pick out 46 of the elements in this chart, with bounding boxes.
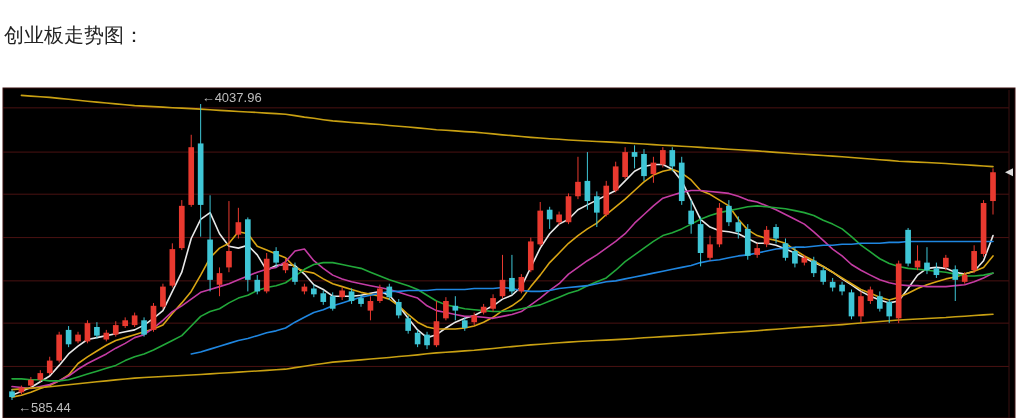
candlestick [443, 296, 449, 321]
candlestick [782, 238, 789, 262]
candlestick [773, 223, 779, 244]
candlestick [329, 291, 336, 312]
candlestick [924, 246, 930, 275]
candlestick [377, 284, 383, 304]
candlestick [141, 316, 147, 338]
candlestick [216, 266, 223, 297]
candlestick [952, 264, 959, 302]
candlestick [688, 199, 694, 235]
candlestick [669, 146, 676, 172]
candlestick [75, 331, 81, 344]
candlestick [452, 295, 459, 321]
candlestick [46, 356, 53, 376]
candlestick [735, 215, 742, 240]
candlestick [575, 156, 581, 200]
candlestick [792, 246, 798, 268]
candlestick [660, 146, 666, 168]
candlestick [726, 199, 732, 227]
candlestick [810, 256, 817, 278]
candlestick [160, 283, 166, 310]
candlestick [9, 388, 15, 401]
candlestick [292, 262, 298, 286]
candlestick [631, 144, 638, 169]
candlestick [226, 200, 232, 273]
candlestick [358, 293, 364, 308]
candlestick [395, 298, 402, 319]
candlestick [254, 274, 261, 295]
candlestick [235, 207, 242, 240]
chart-title: 创业板走势图： [4, 23, 144, 47]
candlestick [971, 244, 977, 274]
candlestick [886, 298, 893, 324]
annotation: ←4037.96 [201, 90, 262, 105]
candlestick [28, 376, 34, 389]
candlestick [405, 314, 411, 335]
candlestick [858, 290, 864, 324]
candlestick [509, 254, 515, 295]
candlestick [839, 281, 845, 296]
candlestick [641, 148, 647, 182]
annotation: ←585.44 [18, 400, 71, 415]
candlestick [594, 190, 600, 228]
candlestick [876, 290, 883, 313]
candlestick [707, 235, 713, 262]
candlestick [367, 295, 374, 321]
candlestick [556, 211, 562, 226]
candlestick [273, 246, 279, 268]
